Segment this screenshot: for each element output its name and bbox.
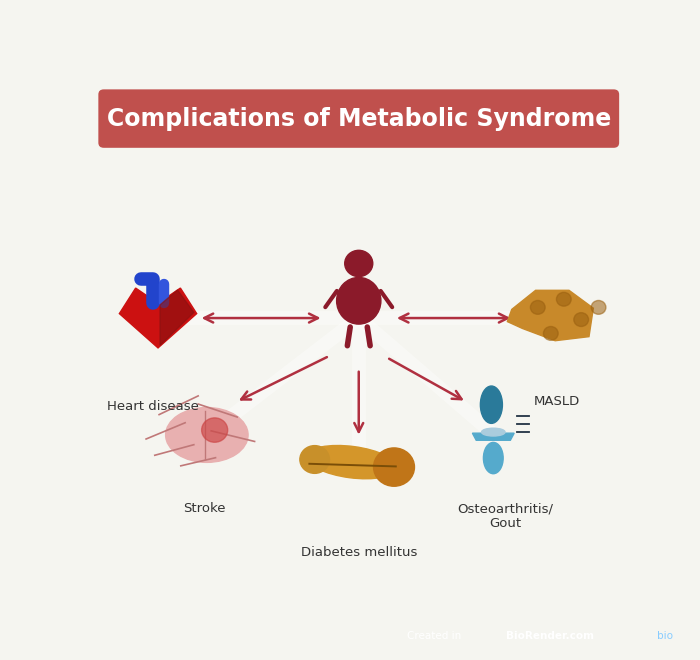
Polygon shape [508,290,594,341]
Ellipse shape [480,386,503,423]
Text: Osteoarthritis/
Gout: Osteoarthritis/ Gout [457,502,553,530]
Text: bio: bio [657,631,673,642]
Ellipse shape [166,407,248,463]
Text: MASLD: MASLD [533,395,580,409]
Circle shape [344,250,373,277]
Ellipse shape [306,446,397,478]
Polygon shape [120,288,197,348]
FancyArrowPatch shape [347,327,350,346]
Text: Diabetes mellitus: Diabetes mellitus [300,546,417,559]
Circle shape [556,292,571,306]
Text: Created in: Created in [407,631,465,642]
Text: Stroke: Stroke [183,502,225,515]
Circle shape [574,313,589,327]
FancyArrowPatch shape [326,291,337,307]
Text: Complications of Metabolic Syndrome: Complications of Metabolic Syndrome [106,106,611,131]
Circle shape [202,418,228,442]
Circle shape [543,327,558,341]
Text: BioRender.com: BioRender.com [506,631,594,642]
Circle shape [531,300,545,314]
Circle shape [374,448,414,486]
Ellipse shape [482,428,505,436]
Ellipse shape [337,277,381,324]
Circle shape [592,300,606,314]
Polygon shape [160,290,194,345]
Text: Heart disease: Heart disease [106,401,199,413]
FancyArrowPatch shape [381,291,392,307]
FancyBboxPatch shape [98,89,619,148]
FancyArrowPatch shape [368,327,370,346]
Ellipse shape [484,442,503,474]
Circle shape [300,446,330,473]
Polygon shape [473,433,514,440]
